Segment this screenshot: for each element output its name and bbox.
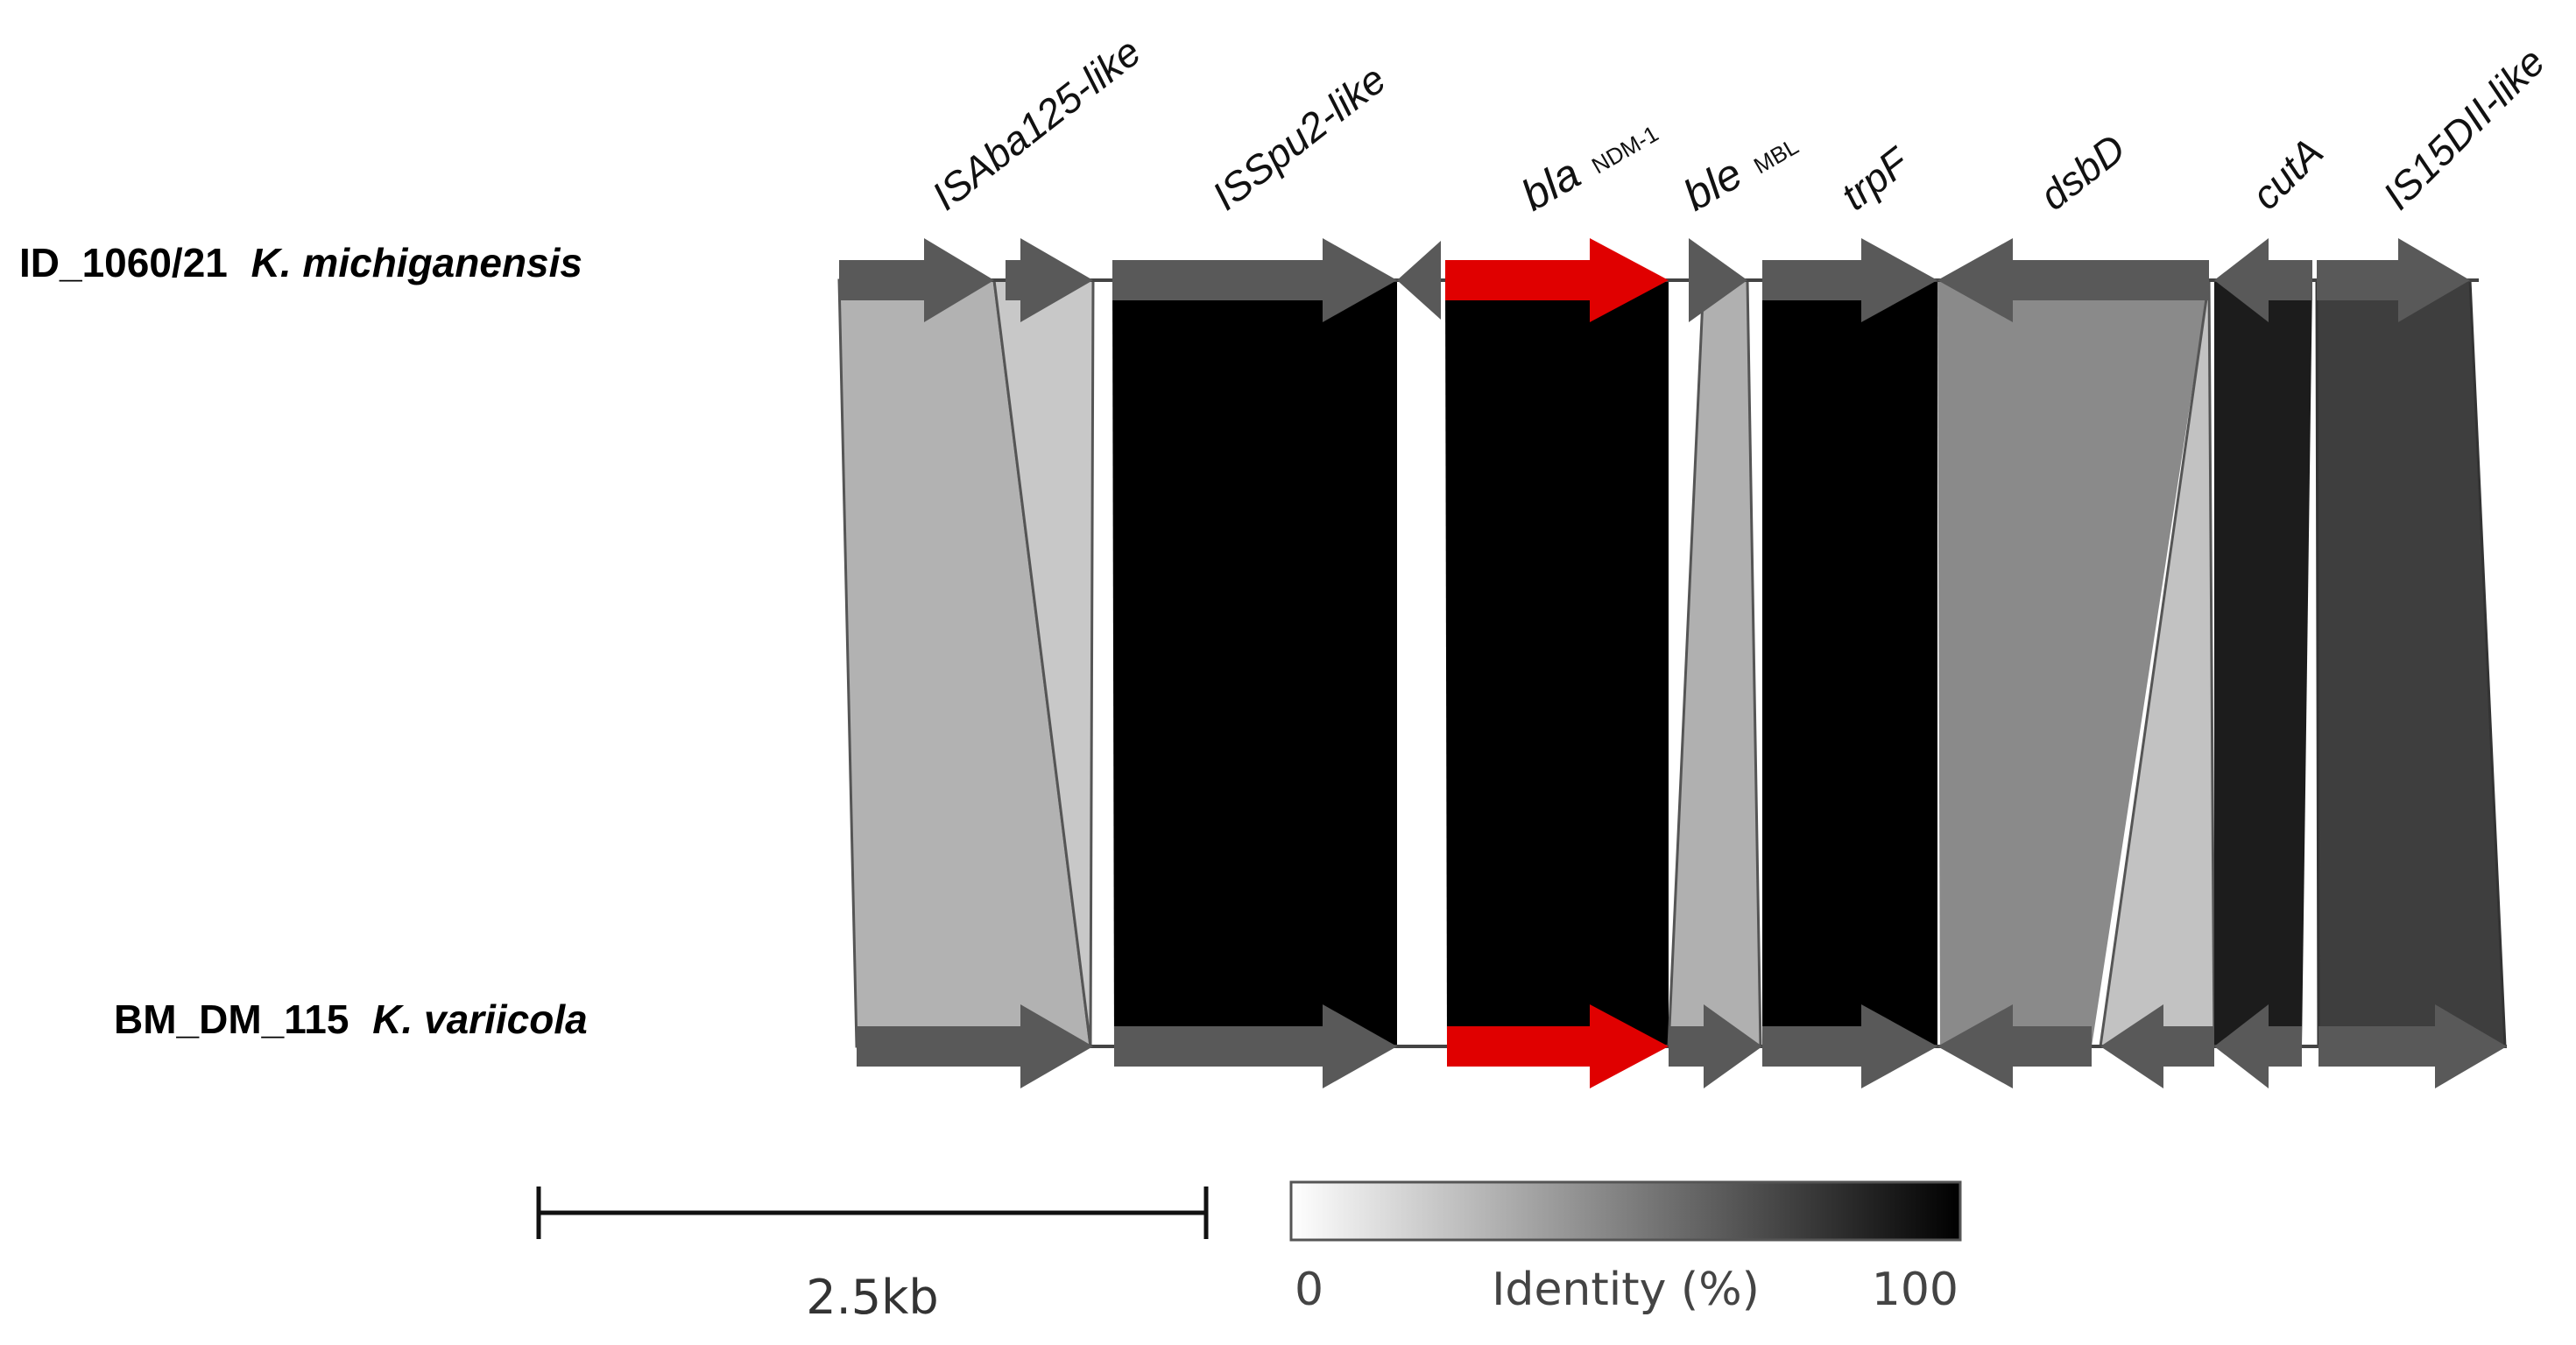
gene-label-blembl-main: ble [1676,149,1751,221]
gene-arrow [2214,1004,2302,1088]
gene-label-isspu2: ISSpu2-like [1203,56,1394,219]
gene-arrow [1689,238,1747,322]
gene-arrow [2100,1004,2214,1088]
gene-arrow [2214,238,2312,322]
gene-arrow [1762,1004,1937,1088]
gene-arrow [1762,238,1937,322]
gene-arrow [1669,1004,1762,1088]
gene-arrow [1112,238,1397,322]
gene-arrow [1937,1004,2092,1088]
gene-label-blembl-sub: MBL [1749,133,1803,180]
top-sequence-id: ID_1060/21 [19,240,228,285]
homology-block-trpf [1762,280,1937,1046]
gene-arrow [2317,238,2470,322]
homology-block-is15dii [2315,278,2507,1048]
gene-arrow [1937,238,2209,322]
identity-title: Identity (%) [1492,1264,1760,1316]
gene-label-is15dii: IS15DII-like [2374,39,2553,218]
gene-arrow [1114,1004,1397,1088]
top-sequence-label: ID_1060/21 K. michiganensis [19,240,582,285]
identity-gradient-bar [1289,1180,1962,1242]
gene-label-blandm-sub: NDM-1 [1587,120,1662,179]
homology-block-blembl [1667,278,1762,1048]
identity-min-label: 0 [1295,1264,1323,1316]
gene-arrow-resistance [1447,1004,1669,1088]
bottom-sequence-id: BM_DM_115 [114,996,349,1042]
homology-block-isspu2 [1112,280,1397,1046]
scale-bar-label: 2.5kb [806,1270,938,1325]
homology-block-cuta [2214,280,2312,1046]
top-gene-arrows [839,238,2470,322]
gene-label-blandm: bla NDM-1 [1514,104,1665,220]
scale-bar: 2.5kb [536,1187,1209,1325]
bottom-sequence-label: BM_DM_115 K. variicola [114,996,588,1042]
gene-label-blembl: ble MBL [1676,117,1805,221]
gene-label-trpf: trpF [1832,137,1919,219]
homology-block-blandm [1445,280,1669,1046]
homology-blocks [837,278,2507,1048]
gene-arrow [839,238,994,322]
gene-arrow [1006,238,1093,322]
gene-label-blandm-main: bla [1514,149,1589,221]
gene-arrow [2318,1004,2507,1088]
gene-label-dsbd: dsbD [2031,125,2134,219]
gene-label-isaba125: ISAba125-like [923,29,1149,219]
bottom-gene-arrows [857,1004,2507,1088]
gene-arrow [1397,241,1441,320]
identity-legend: 0 Identity (%) 100 [1289,1180,1962,1316]
identity-max-label: 100 [1872,1264,1958,1316]
gene-arrow [857,1004,1093,1088]
gene-labels: ISAba125-like ISSpu2-like bla NDM-1 ble … [923,29,2553,221]
gene-label-cuta: cutA [2242,129,2332,218]
homology-block-dsbd [1937,280,2209,1046]
bottom-sequence-species: K. variicola [372,996,587,1042]
gene-arrow-resistance [1445,238,1669,322]
top-sequence-species: K. michiganensis [251,240,582,285]
